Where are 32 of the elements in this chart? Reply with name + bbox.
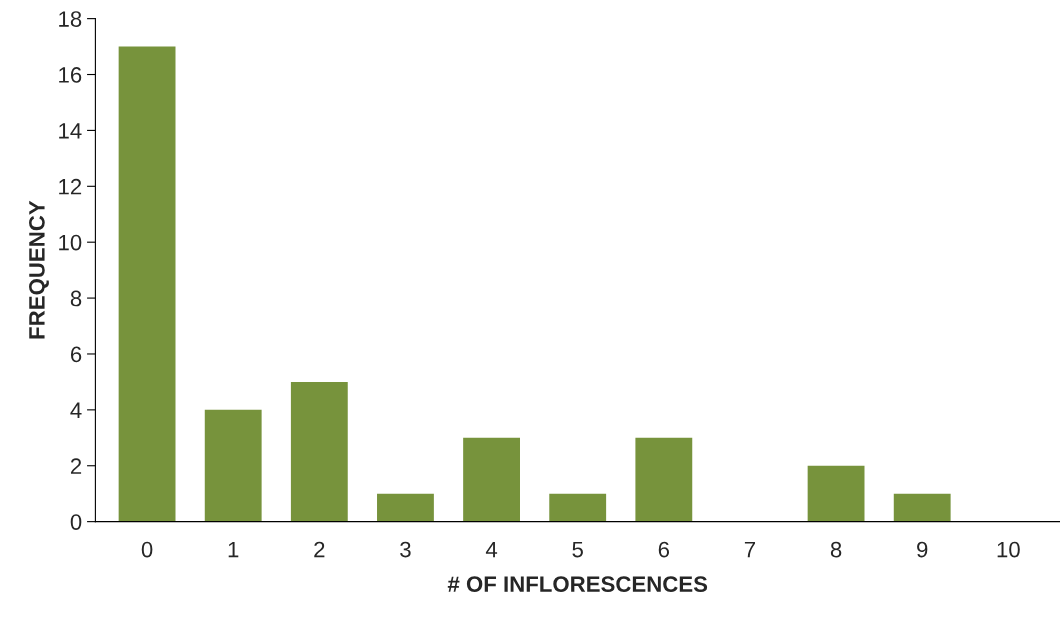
y-tick-label: 16 [59,67,82,83]
bar [118,46,176,522]
x-tick-label: 0 [141,541,153,558]
x-tick-label: 4 [485,541,498,558]
y-tick-label: 14 [59,123,82,139]
x-tick-label: 9 [917,541,928,558]
y-tick-label: 4 [70,402,82,418]
bar [807,465,865,522]
y-axis-title: FREQUENCY [29,200,49,339]
x-tick-label: 10 [997,541,1020,558]
x-tick-label: 6 [658,541,670,558]
x-tick-label: 8 [830,541,842,558]
y-tick-label: 8 [70,290,82,307]
y-tick-label: 0 [70,514,82,530]
y-tick-label: 18 [59,11,82,27]
x-tick-label: 3 [400,541,411,558]
y-tick-label: 2 [70,458,82,474]
x-tick-label: 1 [228,541,239,558]
y-tick-label: 10 [59,234,82,251]
y-tick-label: 12 [59,178,82,195]
bar [463,437,520,522]
y-tick-label: 6 [70,346,82,363]
x-tick-label: 7 [744,541,756,558]
bar [635,437,693,522]
bar [290,381,348,522]
bar [893,493,951,522]
x-tick-label: 5 [572,541,583,558]
x-axis-title: # OF INFLORESCENCES [447,576,708,593]
bar [549,493,607,522]
bar [377,493,434,522]
x-tick-label: 2 [314,541,325,558]
bar [204,409,262,522]
